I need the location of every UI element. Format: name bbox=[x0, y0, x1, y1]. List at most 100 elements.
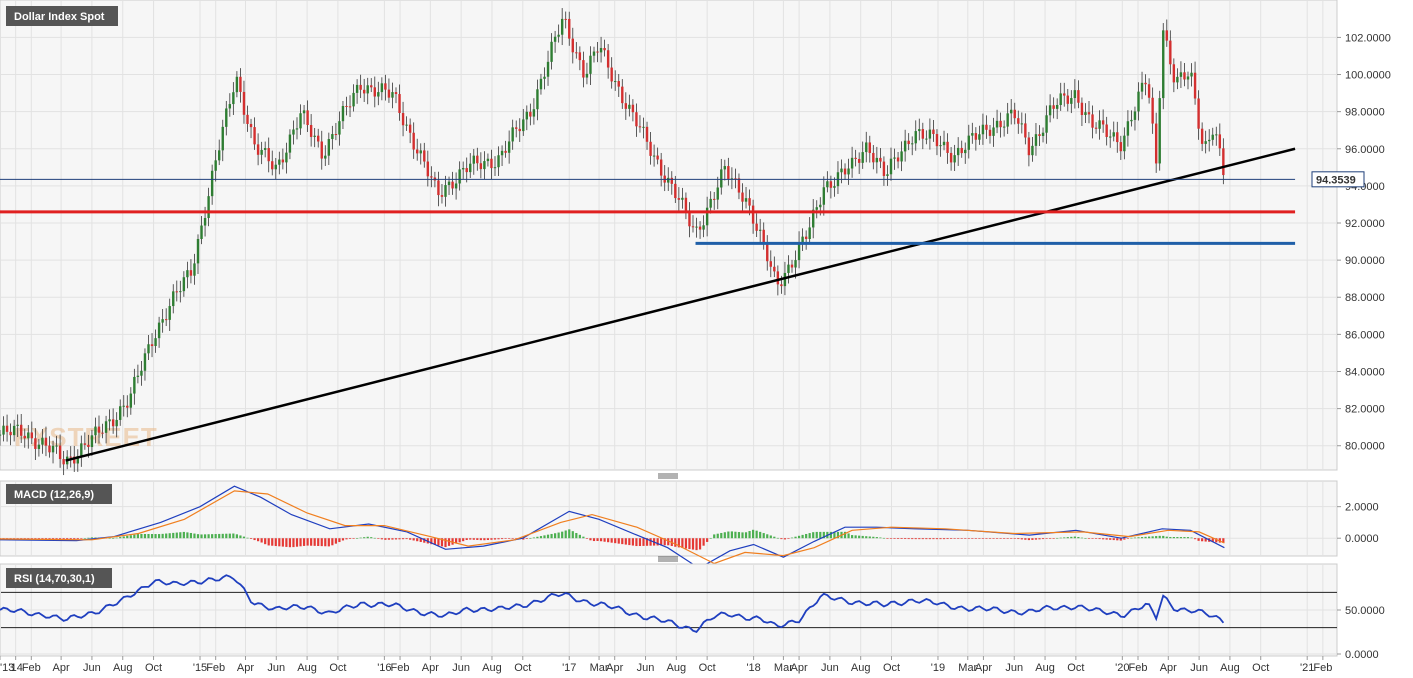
candle-body bbox=[974, 133, 978, 140]
candle-body bbox=[461, 168, 465, 170]
macd-histogram-bar bbox=[479, 538, 482, 541]
candle-body bbox=[90, 435, 94, 448]
candle-body bbox=[1208, 139, 1211, 142]
candle-body bbox=[914, 131, 917, 144]
candle-body bbox=[161, 319, 164, 323]
candle-body bbox=[1063, 93, 1066, 96]
candle-body bbox=[430, 176, 433, 178]
candle-body bbox=[751, 205, 755, 224]
macd-title-badge: MACD (12,26,9) bbox=[6, 484, 112, 504]
x-tick-label: Aug bbox=[113, 662, 133, 674]
candle-body bbox=[58, 445, 62, 460]
candle-body bbox=[253, 127, 256, 145]
macd-histogram-bar bbox=[359, 537, 362, 539]
rsi-grid bbox=[1, 565, 1337, 655]
candle-body bbox=[850, 157, 854, 169]
candle-body bbox=[2, 425, 5, 435]
macd-histogram-bar bbox=[1087, 538, 1091, 539]
candle-body bbox=[37, 444, 41, 449]
candle-body bbox=[423, 150, 426, 162]
x-tick-label: Feb bbox=[206, 662, 225, 674]
y-tick-label: 82.0000 bbox=[1345, 404, 1385, 416]
macd-histogram-bar bbox=[638, 538, 642, 547]
last-price-tag-bg bbox=[1311, 171, 1365, 188]
candle-body bbox=[935, 134, 939, 147]
candle-body bbox=[1215, 134, 1218, 136]
candle-body bbox=[1017, 118, 1020, 124]
candle-body bbox=[41, 437, 44, 445]
candle-body bbox=[730, 178, 734, 180]
macd-histogram-bar bbox=[861, 535, 864, 539]
candle-body bbox=[988, 129, 992, 136]
candle-body bbox=[575, 52, 578, 54]
macd-histogram-bar bbox=[218, 533, 221, 539]
macd-histogram-bar bbox=[649, 538, 652, 546]
candle-body bbox=[249, 123, 253, 128]
macd-histogram-bar bbox=[440, 538, 444, 547]
candle-body bbox=[932, 129, 935, 135]
macd-histogram-bar bbox=[596, 538, 599, 541]
macd-histogram-bar bbox=[1116, 538, 1119, 541]
candle-body bbox=[769, 261, 772, 267]
macd-histogram-bar bbox=[458, 538, 461, 543]
macd-histogram-bar bbox=[472, 538, 475, 540]
macd-histogram-bar bbox=[748, 531, 751, 539]
candle-body bbox=[865, 142, 868, 153]
candle-body bbox=[341, 105, 345, 122]
macd-histogram-bar bbox=[483, 538, 486, 541]
macd-histogram-bar bbox=[985, 538, 988, 539]
macd-lines bbox=[0, 485, 1225, 569]
macd-histogram-bar bbox=[1091, 538, 1094, 539]
macd-histogram-bar bbox=[168, 533, 171, 539]
candle-body bbox=[0, 434, 2, 436]
candle-body bbox=[1031, 145, 1034, 156]
macd-histogram-bar bbox=[490, 538, 493, 540]
candle-body bbox=[1154, 123, 1158, 164]
macd-histogram-bar bbox=[1148, 536, 1151, 539]
pane-resize-handle-2[interactable] bbox=[658, 556, 678, 562]
x-tick-label: Aug bbox=[667, 662, 687, 674]
macd-histogram-bar bbox=[348, 538, 352, 539]
macd-histogram-bar bbox=[1193, 538, 1197, 540]
macd-histogram-bar bbox=[1006, 538, 1009, 539]
x-tick-label: Jun bbox=[83, 662, 101, 674]
macd-histogram-bar bbox=[851, 535, 854, 539]
macd-histogram-bar bbox=[1215, 538, 1218, 543]
macd-histogram-bar bbox=[1094, 538, 1098, 539]
macd-histogram-bar bbox=[744, 532, 748, 539]
candle-body bbox=[1084, 112, 1087, 116]
candle-body bbox=[1130, 119, 1133, 122]
candle-body bbox=[1038, 134, 1041, 136]
macd-histogram-bar bbox=[412, 538, 415, 541]
macd-histogram-bar bbox=[727, 531, 730, 539]
macd-histogram-bar bbox=[950, 538, 953, 539]
candle-body bbox=[391, 92, 394, 98]
y-tick-label: 92.0000 bbox=[1345, 218, 1385, 230]
macd-histogram-bar bbox=[607, 538, 610, 543]
pane-resize-handle-1[interactable] bbox=[658, 473, 678, 479]
macd-histogram-bar bbox=[370, 537, 373, 539]
candle-body bbox=[476, 155, 479, 164]
candle-body bbox=[366, 85, 369, 94]
macd-histogram-bar bbox=[960, 538, 963, 539]
candle-body bbox=[783, 272, 787, 287]
macd-histogram-bar bbox=[1066, 537, 1069, 539]
candle-body bbox=[497, 155, 500, 168]
macd-histogram-bar bbox=[921, 538, 924, 540]
macd-histogram-bar bbox=[1077, 536, 1080, 539]
macd-histogram-bar bbox=[964, 538, 967, 539]
x-tick-label: Oct bbox=[699, 662, 716, 674]
macd-histogram-bar bbox=[822, 531, 825, 539]
candle-body bbox=[606, 50, 610, 68]
macd-histogram-bar bbox=[957, 538, 960, 539]
candle-body bbox=[727, 166, 730, 180]
macd-histogram-bar bbox=[847, 533, 850, 539]
candle-body bbox=[246, 114, 249, 124]
x-tick-label: Jun bbox=[1005, 662, 1023, 674]
macd-histogram-bar bbox=[698, 538, 702, 550]
candle-body bbox=[362, 89, 366, 94]
signal-line bbox=[0, 490, 1225, 565]
candle-body bbox=[967, 135, 970, 150]
candle-body bbox=[288, 134, 292, 153]
candle-body bbox=[338, 121, 341, 135]
